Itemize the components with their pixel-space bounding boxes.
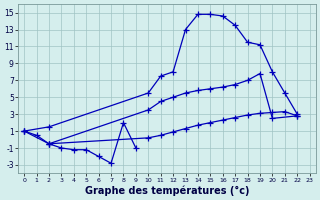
X-axis label: Graphe des températures (°c): Graphe des températures (°c) (85, 185, 249, 196)
